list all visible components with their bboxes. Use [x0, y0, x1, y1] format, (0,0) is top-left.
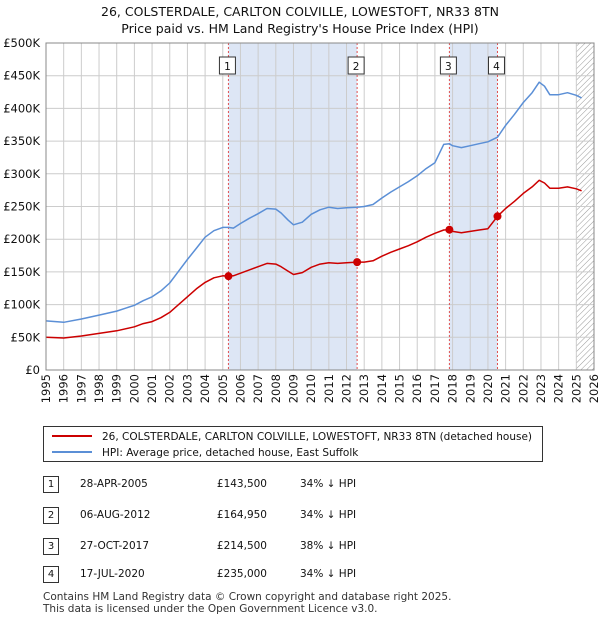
transaction-price: £143,500 [216, 478, 267, 490]
x-tick-label: 1998 [92, 374, 106, 403]
x-tick-label: 2003 [180, 374, 194, 403]
sale-label-box [347, 56, 365, 75]
x-tick-label: 2016 [410, 374, 424, 403]
transaction-price: £214,500 [216, 540, 267, 552]
table-row: 1 28-APR-2005 £143,500 34% ↓ HPI [0, 476, 600, 493]
transaction-price: £235,000 [216, 568, 267, 580]
transaction-hpi-diff: 38% ↓ HPI [300, 540, 357, 552]
x-tick-label: 2019 [463, 374, 477, 403]
x-tick-label: 2012 [340, 374, 354, 403]
x-tick-label: 1997 [74, 374, 88, 403]
sale-label-number: 2 [353, 61, 360, 73]
y-tick-label: £300K [3, 167, 40, 181]
transaction-number: 4 [43, 566, 59, 583]
sale-point [493, 212, 502, 221]
x-tick-label: 1996 [57, 374, 71, 403]
sale-point [224, 272, 233, 281]
x-tick-label: 1995 [39, 374, 53, 403]
y-tick-label: £250K [3, 200, 40, 214]
x-tick-label: 2011 [322, 374, 336, 403]
legend-label-property: 26, COLSTERDALE, CARLTON COLVILLE, LOWES… [102, 431, 533, 443]
property-price-line [45, 179, 582, 339]
x-tick-label: 2009 [286, 374, 300, 403]
chart-title-line2: Price paid vs. HM Land Registry's House … [121, 21, 479, 36]
x-tick-label: 2001 [145, 374, 159, 403]
x-tick-label: 2017 [428, 374, 442, 403]
transaction-hpi-diff: 34% ↓ HPI [300, 478, 357, 490]
y-tick-label: £400K [3, 101, 40, 115]
x-tick-label: 2024 [552, 374, 566, 403]
x-tick-label: 2007 [251, 374, 265, 403]
x-tick-label: 2026 [587, 374, 600, 403]
chart-legend: 26, COLSTERDALE, CARLTON COLVILLE, LOWES… [43, 426, 543, 462]
x-tick-label: 2010 [304, 374, 318, 403]
x-tick-label: 2013 [357, 374, 371, 403]
sale-label-number: 3 [445, 61, 452, 73]
x-tick-label: 2006 [233, 374, 247, 403]
transaction-date: 28-APR-2005 [80, 478, 148, 490]
table-row: 3 27-OCT-2017 £214,500 38% ↓ HPI [0, 538, 600, 555]
y-tick-label: £500K [3, 36, 40, 50]
sale-label-box [487, 56, 505, 75]
transaction-number: 2 [43, 507, 59, 524]
y-tick-label: £150K [3, 265, 40, 279]
sale-point [353, 258, 362, 267]
x-tick-label: 2022 [516, 374, 530, 403]
legend-swatch-property [52, 435, 92, 437]
legend-swatch-hpi [52, 451, 92, 453]
chart-title-line1: 26, COLSTERDALE, CARLTON COLVILLE, LOWES… [101, 4, 499, 19]
plot-frame [45, 42, 595, 371]
x-tick-label: 2025 [569, 374, 583, 403]
transaction-hpi-diff: 34% ↓ HPI [300, 509, 357, 521]
transaction-date: 27-OCT-2017 [80, 540, 149, 552]
x-tick-label: 2021 [499, 374, 513, 403]
x-tick-label: 2008 [269, 374, 283, 403]
transaction-hpi-diff: 34% ↓ HPI [300, 568, 357, 580]
y-tick-label: £0 [25, 363, 40, 377]
y-tick-label: £450K [3, 69, 40, 83]
x-tick-label: 2023 [534, 374, 548, 403]
sale-label-box [439, 56, 457, 75]
transaction-number: 3 [43, 538, 59, 555]
legend-label-hpi: HPI: Average price, detached house, East… [102, 447, 359, 459]
y-tick-label: £50K [11, 330, 41, 344]
y-tick-label: £100K [3, 298, 40, 312]
transaction-date: 06-AUG-2012 [80, 509, 151, 521]
y-tick-label: £200K [3, 232, 40, 246]
footer-text: Contains HM Land Registry data © Crown c… [43, 591, 451, 615]
sale-label-box [218, 56, 236, 75]
x-tick-label: 2002 [163, 374, 177, 403]
footer-licence: This data is licensed under the Open Gov… [43, 603, 378, 615]
x-tick-label: 2015 [393, 374, 407, 403]
legend-item-hpi: HPI: Average price, detached house, East… [52, 446, 358, 460]
x-tick-label: 2014 [375, 374, 389, 403]
x-tick-label: 2020 [481, 374, 495, 403]
table-row: 4 17-JUL-2020 £235,000 34% ↓ HPI [0, 566, 600, 583]
hpi-line [45, 81, 582, 324]
y-tick-label: £350K [3, 134, 40, 148]
legend-item-property: 26, COLSTERDALE, CARLTON COLVILLE, LOWES… [52, 430, 532, 444]
x-tick-label: 2005 [216, 374, 230, 403]
sale-point [445, 225, 454, 234]
sale-label-number: 4 [493, 61, 500, 73]
transaction-price: £164,950 [216, 509, 267, 521]
transaction-number: 1 [43, 476, 59, 493]
transaction-date: 17-JUL-2020 [80, 568, 145, 580]
price-chart: 1 2 3 4 £0 £50K £100K £150K £200K £250K £300K £350… [3, 36, 600, 403]
table-row: 2 06-AUG-2012 £164,950 34% ↓ HPI [0, 507, 600, 524]
x-tick-label: 2000 [127, 374, 141, 403]
footer-copyright: Contains HM Land Registry data © Crown c… [43, 591, 452, 603]
sale-label-number: 1 [224, 61, 231, 73]
x-tick-label: 2004 [198, 374, 212, 403]
x-tick-label: 1999 [110, 374, 124, 403]
x-tick-label: 2018 [446, 374, 460, 403]
